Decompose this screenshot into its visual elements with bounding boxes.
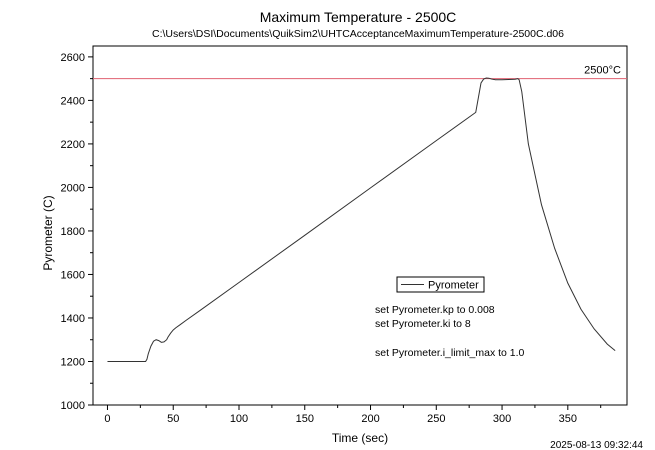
x-tick-label: 350	[559, 413, 577, 425]
axes	[92, 45, 628, 406]
x-tick-label: 0	[104, 413, 110, 425]
reference-line-group: 2500°C	[93, 65, 627, 80]
x-tick-label: 150	[296, 413, 314, 425]
y-axis-label: Pyrometer (C)	[41, 195, 55, 270]
y-tick-label: 2200	[61, 139, 85, 151]
plot-frame	[92, 45, 628, 406]
x-tick-label: 300	[493, 413, 511, 425]
annotations: set Pyrometer.kp to 0.008 set Pyrometer.…	[375, 304, 525, 359]
annotation-kp: set Pyrometer.kp to 0.008	[375, 304, 495, 316]
x-tick-label: 200	[361, 413, 379, 425]
reference-line-label: 2500°C	[584, 65, 621, 77]
y-tick-label: 2400	[61, 95, 85, 107]
y-tick-label: 1200	[61, 356, 85, 368]
chart-title: Maximum Temperature - 2500C	[260, 9, 457, 25]
timestamp: 2025-08-13 09:32:44	[550, 440, 643, 450]
y-tick-label: 1000	[61, 400, 85, 412]
chart-subtitle: C:\Users\DSI\Documents\QuikSim2\UHTCAcce…	[152, 28, 564, 40]
legend: Pyrometer	[396, 276, 485, 293]
x-tick-label: 250	[427, 413, 445, 425]
annotation-i-limit-max: set Pyrometer.i_limit_max to 1.0	[375, 347, 525, 359]
tick-labels: 0 50 100 150 200 250 300 350 1000 1200 1400 1600 180…	[61, 52, 577, 425]
x-axis-label: Time (sec)	[332, 431, 388, 445]
y-tick-label: 1400	[61, 313, 85, 325]
series-group	[107, 77, 616, 362]
x-tick-label: 100	[230, 413, 248, 425]
legend-box	[396, 276, 485, 293]
tick-marks	[88, 56, 602, 410]
y-tick-label: 2600	[61, 52, 85, 64]
y-tick-label: 2000	[61, 182, 85, 194]
legend-label-pyrometer: Pyrometer	[428, 280, 479, 292]
annotation-ki: set Pyrometer.ki to 8	[375, 318, 471, 330]
y-tick-label: 1800	[61, 226, 85, 238]
y-tick-label: 1600	[61, 269, 85, 281]
x-tick-label: 50	[167, 413, 179, 425]
series-line-pyrometer	[107, 77, 616, 362]
